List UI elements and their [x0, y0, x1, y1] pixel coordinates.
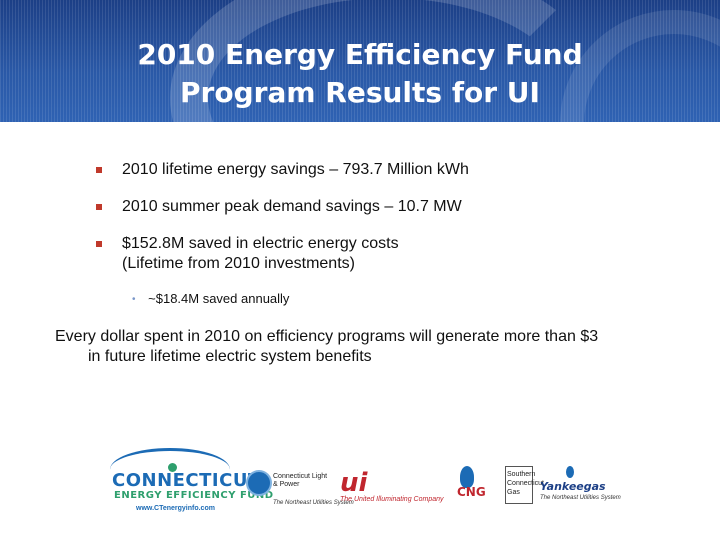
slide-title-line1: 2010 Energy Efficiency Fund	[137, 38, 583, 71]
dot-bullet-icon: •	[132, 294, 136, 305]
square-bullet-icon	[96, 241, 102, 247]
cef-logo-subtitle: ENERGY EFFICIENCY FUND	[114, 490, 274, 501]
sg-line: Gas	[507, 489, 520, 496]
bullet-text: 2010 lifetime energy savings – 793.7 Mil…	[122, 161, 469, 178]
summary-statement: Every dollar spent in 2010 on efficiency…	[55, 327, 675, 367]
statement-line2: in future lifetime electric system benef…	[88, 348, 372, 365]
cef-logo-name: CONNECTICUT	[112, 470, 261, 491]
cef-arc-icon	[110, 448, 230, 491]
clp-globe-icon	[246, 470, 272, 496]
clp-logo-tagline: The Northeast Utilities System	[273, 500, 354, 506]
bullet-item: 2010 lifetime energy savings – 793.7 Mil…	[96, 160, 656, 180]
square-bullet-icon	[96, 167, 102, 173]
cng-flame-icon	[460, 466, 474, 488]
yankee-logo-tagline: The Northeast Utilities System	[540, 495, 621, 501]
sub-bullet-text: ~$18.4M saved annually	[148, 291, 290, 306]
southern-gas-logo-text: Southern Connecticut Gas	[507, 470, 544, 497]
ui-logo-tagline: The United Illuminating Company	[340, 496, 444, 503]
yankee-logo-name: Yankeegas	[540, 480, 606, 493]
cng-logo-name: CNG	[457, 485, 486, 499]
slide-title: 2010 Energy Efficiency Fund Program Resu…	[0, 36, 720, 112]
clp-logo-name: Connecticut Light & Power	[273, 473, 328, 488]
bullet-item: $152.8M saved in electric energy costs (…	[96, 234, 656, 274]
southern-gas-logo-frame	[505, 466, 533, 504]
sg-line: Connecticut	[507, 480, 544, 487]
bullet-text-continuation: (Lifetime from 2010 investments)	[122, 255, 355, 272]
cef-dot-icon	[168, 463, 177, 472]
square-bullet-icon	[96, 204, 102, 210]
yankee-flame-icon	[566, 466, 574, 478]
bullet-text: 2010 summer peak demand savings – 10.7 M…	[122, 198, 462, 215]
slide-title-line2: Program Results for UI	[180, 76, 540, 109]
bullet-list: 2010 lifetime energy savings – 793.7 Mil…	[96, 160, 656, 291]
sub-bullet-item: • ~$18.4M saved annually	[132, 291, 289, 306]
bullet-item: 2010 summer peak demand savings – 10.7 M…	[96, 197, 656, 217]
statement-line1: Every dollar spent in 2010 on efficiency…	[55, 328, 599, 345]
title-banner: 2010 Energy Efficiency Fund Program Resu…	[0, 0, 720, 122]
cef-logo-url: www.CTenergyinfo.com	[136, 505, 215, 512]
sg-line: Southern	[507, 471, 536, 478]
bullet-text: $152.8M saved in electric energy costs	[122, 235, 399, 252]
ui-logo-mark: ui	[340, 468, 368, 498]
